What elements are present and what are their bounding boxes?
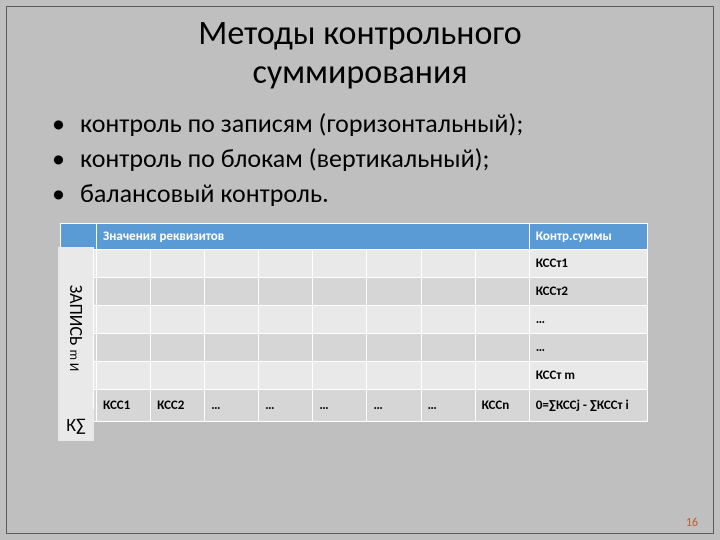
row-sum: … <box>529 334 647 362</box>
table-row: КССт1 <box>61 250 648 278</box>
col-sum: КСС1 <box>97 390 151 422</box>
header-values: Значения реквизитов <box>97 224 530 250</box>
row-sum: … <box>529 306 647 334</box>
checksum-table: Значения реквизитов Контр.суммы КССт1 КС… <box>60 223 648 422</box>
col-sum: КСС2 <box>151 390 205 422</box>
col-sum: … <box>259 390 313 422</box>
table-row: КССт2 <box>61 278 648 306</box>
bullet-item: контроль по записям (горизонтальный); <box>80 106 720 141</box>
col-sum: КССn <box>475 390 529 422</box>
col-sum: … <box>205 390 259 422</box>
page-number: 16 <box>686 516 698 530</box>
table-footer-row: КСС1 КСС2 … … … … … КССn 0=∑КССj - ∑КССт… <box>61 390 648 422</box>
vertical-label: ЗАПИСЬ m И <box>58 247 94 409</box>
vertical-label-sub: m И <box>66 350 81 372</box>
bullet-item: контроль по блокам (вертикальный); <box>80 141 720 176</box>
bullet-item: балансовый контроль. <box>80 176 720 211</box>
sigma-label: К∑ <box>58 409 94 441</box>
row-sum: КССт1 <box>529 250 647 278</box>
header-side <box>61 224 97 250</box>
table-container: ЗАПИСЬ m И К∑ Значения реквизитов Контр.… <box>60 223 648 422</box>
row-sum: КССт m <box>529 362 647 390</box>
col-sum: … <box>421 390 475 422</box>
col-sum: … <box>367 390 421 422</box>
vertical-label-main: ЗАПИСЬ <box>65 285 87 346</box>
col-sum: … <box>313 390 367 422</box>
table-row: КССт m <box>61 362 648 390</box>
bullet-list: контроль по записям (горизонтальный); ко… <box>0 98 720 223</box>
header-sums: Контр.суммы <box>529 224 647 250</box>
table-header-row: Значения реквизитов Контр.суммы <box>61 224 648 250</box>
table-row: … <box>61 306 648 334</box>
table-row: … <box>61 334 648 362</box>
row-sum: КССт2 <box>529 278 647 306</box>
balance-eq: 0=∑КССj - ∑КССт i <box>529 390 647 422</box>
